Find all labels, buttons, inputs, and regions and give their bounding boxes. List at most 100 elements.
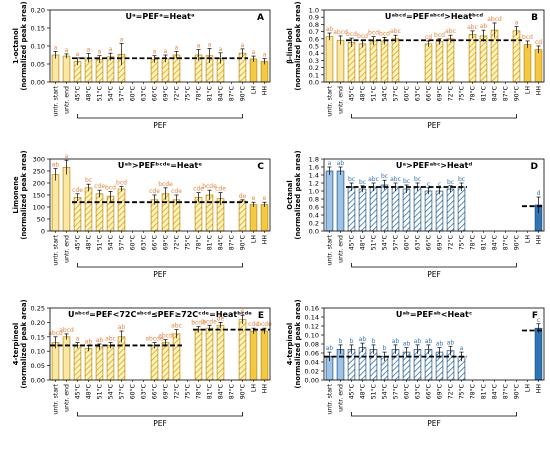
x-tick-label-13: 78°C xyxy=(195,384,203,399)
x-tick-label-19: HH xyxy=(262,235,269,245)
significance-letter-11: ab xyxy=(447,339,455,346)
bar-4 xyxy=(95,193,104,232)
y-tick-label: 100 xyxy=(33,204,45,212)
x-tick-label-5: 54°C xyxy=(107,235,115,250)
y-tick-label: 50 xyxy=(37,216,45,224)
significance-letter-7: bc xyxy=(403,178,410,185)
significance-letter-11: abc xyxy=(171,323,182,330)
significance-letter-6: a xyxy=(120,36,124,43)
x-tick-label-1: untr. end xyxy=(338,86,345,114)
y-tick-label: 0.00 xyxy=(31,377,45,385)
bar-10 xyxy=(435,41,444,83)
bar-10 xyxy=(435,190,444,232)
panel-letter: E xyxy=(258,311,264,321)
x-tick-label-18: LH xyxy=(525,384,532,392)
y-tick-label: 0.25 xyxy=(31,305,45,313)
x-tick-label-7: 60°C xyxy=(403,86,411,101)
bar-14 xyxy=(205,327,214,381)
significance-letter-6: ab xyxy=(118,324,126,331)
y-tick-label: 0.6 xyxy=(309,35,319,43)
group-bracket xyxy=(351,114,517,119)
significance-letter-12: a xyxy=(460,345,464,352)
x-tick-label-18: LH xyxy=(251,86,258,94)
panel-letter: D xyxy=(531,162,538,172)
plot-frame xyxy=(49,307,271,381)
significance-letter-17: e xyxy=(241,308,245,315)
x-tick-label-17: 90°C xyxy=(513,384,521,399)
significance-letter-0: ab xyxy=(326,345,334,352)
y-tick-label: 0.2 xyxy=(309,220,319,228)
y-tick-label: 0.10 xyxy=(31,43,45,51)
x-tick-label-7: 60°C xyxy=(129,384,137,399)
x-tick-label-3: 48°C xyxy=(85,86,93,101)
x-tick-label-1: untr. end xyxy=(338,384,345,412)
x-tick-label-1: untr. end xyxy=(64,86,71,114)
x-tick-label-5: 54°C xyxy=(381,86,389,101)
x-tick-label-8: 63°C xyxy=(414,86,422,101)
significance-letter-1: b xyxy=(339,338,343,345)
x-tick-label-13: 78°C xyxy=(469,384,477,399)
significance-letter-15: a xyxy=(219,46,223,53)
y-tick-label: 0.06 xyxy=(305,350,319,358)
x-tick-label-2: 45°C xyxy=(74,235,82,250)
x-tick-label-17: 90°C xyxy=(239,86,247,101)
significance-letter-4: b xyxy=(372,338,376,345)
x-tick-label-12: 75°C xyxy=(184,384,192,399)
y-tick-label: 0.16 xyxy=(305,305,319,313)
y-tick-label: 0.9 xyxy=(309,14,319,22)
x-tick-label-10: 69°C xyxy=(436,86,444,101)
significance-letter-19: e xyxy=(263,195,267,202)
bar-6 xyxy=(117,336,126,381)
x-tick-label-3: 48°C xyxy=(85,235,93,250)
x-tick-label-17: 90°C xyxy=(239,384,247,399)
x-tick-label-6: 57°C xyxy=(392,235,400,250)
y-tick-label: 250 xyxy=(33,168,45,176)
x-tick-label-19: HH xyxy=(262,86,269,96)
y-tick-label: 300 xyxy=(33,156,45,164)
x-tick-label-19: HH xyxy=(536,86,543,96)
group-label: PEF xyxy=(427,270,441,279)
y-axis-label-line2: (normalized peak area) xyxy=(294,150,302,239)
bar-1 xyxy=(336,39,345,83)
y-tick-label: 0.10 xyxy=(31,348,45,356)
x-tick-label-19: HH xyxy=(536,235,543,245)
plot-frame xyxy=(49,9,271,83)
bar-15 xyxy=(490,29,499,83)
y-tick-label: 150 xyxy=(33,192,45,200)
bar-7 xyxy=(402,188,411,232)
significance-letter-13: abc xyxy=(467,24,478,31)
bar-19 xyxy=(534,49,543,83)
significance-letter-3: ab xyxy=(85,338,93,345)
x-tick-label-14: 81°C xyxy=(480,384,488,399)
y-axis-label-line2: (normalized peak area) xyxy=(20,299,28,388)
significance-letter-1: ab xyxy=(337,160,345,167)
x-tick-label-0: untr. start xyxy=(327,234,334,265)
significance-letter-18: e xyxy=(252,195,256,202)
bar-15 xyxy=(216,324,225,381)
x-tick-label-6: 57°C xyxy=(118,384,126,399)
y-axis-label-line1: Octanal xyxy=(286,180,294,209)
significance-letter-2: a xyxy=(76,336,80,343)
significance-letter-10: abcd xyxy=(158,333,173,340)
bar-5 xyxy=(380,184,389,232)
bar-19 xyxy=(260,330,269,381)
significance-letter-0: a xyxy=(328,160,332,167)
x-tick-label-18: LH xyxy=(525,235,532,243)
x-tick-label-4: 51°C xyxy=(370,384,378,399)
x-tick-label-4: 51°C xyxy=(370,86,378,101)
y-tick-label: 1.6 xyxy=(309,164,319,172)
significance-letter-17: de xyxy=(239,193,247,200)
significance-letter-2: cde xyxy=(72,187,83,194)
x-tick-label-11: 72°C xyxy=(173,235,181,250)
x-tick-label-12: 75°C xyxy=(458,86,466,101)
group-bracket xyxy=(77,263,243,268)
x-tick-label-16: 87°C xyxy=(502,235,510,250)
significance-letter-17: a xyxy=(515,20,519,27)
x-tick-label-14: 81°C xyxy=(206,86,214,101)
significance-letter-1: a xyxy=(65,47,69,54)
y-axis-label-line2: (normalized peak area) xyxy=(294,299,302,388)
x-tick-label-8: 63°C xyxy=(140,235,148,250)
significance-letter-15: abcd xyxy=(487,16,502,23)
bar-2 xyxy=(73,345,82,381)
panel-letter: B xyxy=(531,13,538,23)
